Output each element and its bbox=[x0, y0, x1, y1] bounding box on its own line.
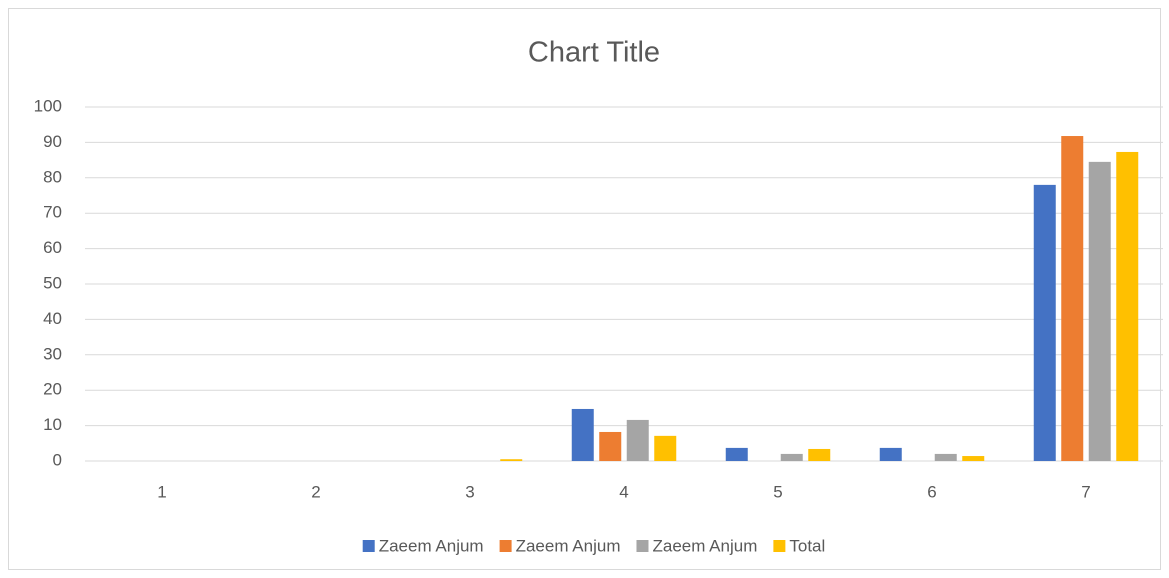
legend-label: Zaeem Anjum bbox=[516, 536, 621, 555]
bar bbox=[654, 435, 677, 461]
legend-swatch bbox=[362, 540, 375, 552]
x-tick-label: 1 bbox=[157, 482, 166, 501]
bar bbox=[1061, 136, 1084, 461]
x-tick-label: 7 bbox=[1081, 482, 1090, 501]
bar bbox=[500, 459, 523, 461]
chart-title: Chart Title bbox=[528, 37, 660, 69]
legend-swatch bbox=[773, 540, 786, 552]
bar bbox=[1033, 184, 1056, 461]
legend-label: Zaeem Anjum bbox=[379, 536, 484, 555]
bar bbox=[571, 408, 594, 461]
bar bbox=[599, 431, 622, 461]
y-tick-label: 10 bbox=[43, 415, 62, 434]
bar bbox=[1116, 151, 1139, 461]
y-tick-label: 60 bbox=[43, 238, 62, 257]
x-tick-label: 3 bbox=[465, 482, 474, 501]
y-tick-label: 40 bbox=[43, 309, 62, 328]
bar bbox=[934, 453, 957, 461]
x-tick-label: 5 bbox=[773, 482, 782, 501]
x-tick-label: 4 bbox=[619, 482, 628, 501]
bar bbox=[725, 447, 748, 461]
bar bbox=[780, 453, 803, 461]
y-tick-label: 20 bbox=[43, 380, 62, 399]
legend-label: Total bbox=[789, 536, 825, 555]
legend-swatch bbox=[636, 540, 649, 552]
y-tick-label: 0 bbox=[53, 450, 62, 469]
y-tick-label: 50 bbox=[43, 273, 62, 292]
y-tick-label: 100 bbox=[34, 96, 62, 115]
bar bbox=[808, 448, 831, 461]
bar bbox=[879, 447, 902, 461]
y-tick-label: 30 bbox=[43, 344, 62, 363]
y-tick-label: 80 bbox=[43, 167, 62, 186]
legend-swatch bbox=[499, 540, 512, 552]
chart-border bbox=[8, 8, 1161, 570]
y-tick-label: 90 bbox=[43, 132, 62, 151]
bar bbox=[1088, 161, 1111, 461]
x-tick-label: 2 bbox=[311, 482, 320, 501]
bar bbox=[962, 456, 985, 461]
x-tick-label: 6 bbox=[927, 482, 936, 501]
bar bbox=[626, 419, 649, 461]
y-tick-label: 70 bbox=[43, 203, 62, 222]
legend-label: Zaeem Anjum bbox=[652, 536, 757, 555]
